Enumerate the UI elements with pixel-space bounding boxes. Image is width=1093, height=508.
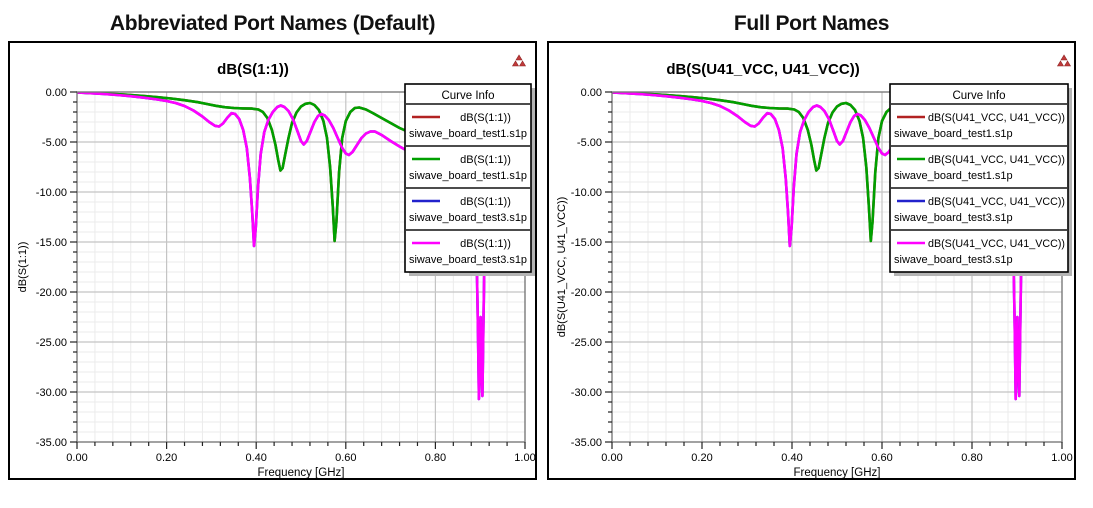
red-delta-marker-icon — [511, 54, 527, 67]
panel-heading-full: Full Port Names — [733, 12, 890, 35]
legend-entry-file: siwave_board_test1.s1p — [894, 170, 1013, 182]
legend-entry-label: dB(S(U41_VCC, U41_VCC)) — [928, 112, 1065, 124]
y-tick-label: -35.00 — [571, 437, 602, 449]
chart-full: 0.00 0.20 0.40 0.60 0.80 1.00 0.00 -5.00 -10.00 -… — [556, 54, 1073, 479]
y-tick-label: -30.00 — [36, 387, 67, 399]
legend-entry-label: dB(S(1:1)) — [460, 112, 511, 124]
legend: Curve Info dB(S(1:1)) siwave_board_test1.s… — [404, 83, 535, 276]
y-tick-label: 0.00 — [46, 87, 67, 99]
legend-entry-label: dB(S(U41_VCC, U41_VCC)) — [928, 154, 1065, 166]
y-axis-title: dB(S(1:1)) — [17, 242, 29, 293]
x-tick-label: 0.00 — [66, 452, 87, 464]
curve-series-1 — [77, 92, 525, 243]
x-tick-label: 1.00 — [1051, 452, 1072, 464]
icon-triangle — [1056, 60, 1065, 67]
icon-triangle — [1063, 60, 1072, 67]
legend-header: Curve Info — [952, 90, 1005, 102]
legend-entry-label: dB(S(U41_VCC, U41_VCC)) — [928, 238, 1065, 250]
axis-ticks — [70, 91, 526, 449]
x-tick-label: 0.40 — [781, 452, 802, 464]
x-tick-label: 0.80 — [961, 452, 982, 464]
chart-abbreviated: 0.00 0.20 0.40 0.60 0.80 1.00 0.00 -5.00 -10.00 -… — [17, 54, 536, 479]
y-tick-label: -25.00 — [571, 337, 602, 349]
legend-entry-label: dB(S(U41_VCC, U41_VCC)) — [928, 196, 1065, 208]
legend-entry-label: dB(S(1:1)) — [460, 154, 511, 166]
chart-title: dB(S(1:1)) — [217, 61, 289, 78]
legend-entry-file: siwave_board_test1.s1p — [409, 128, 527, 140]
x-tick-label: 0.20 — [156, 452, 177, 464]
x-tick-label: 1.00 — [514, 452, 535, 464]
y-tick-label: -20.00 — [36, 287, 67, 299]
y-tick-label: -10.00 — [571, 187, 602, 199]
legend: Curve Info dB(S(U41_VCC, U41_VCC)) siwave_… — [889, 83, 1072, 276]
y-tick-label: -5.00 — [577, 137, 602, 149]
y-tick-label: 0.00 — [581, 87, 602, 99]
plot-frame-full: 0.00 0.20 0.40 0.60 0.80 1.00 0.00 -5.00 -10.00 -… — [547, 41, 1076, 480]
legend-entry-file: siwave_board_test1.s1p — [894, 128, 1013, 140]
chart-title: dB(S(U41_VCC, U41_VCC)) — [666, 61, 859, 78]
panel-abbreviated: Abbreviated Port Names (Default) 0.00 0.2… — [8, 6, 537, 508]
legend-entry-file: siwave_board_test1.s1p — [409, 170, 527, 182]
y-tick-label: -5.00 — [42, 137, 67, 149]
y-tick-label: -15.00 — [571, 237, 602, 249]
legend-box — [404, 83, 532, 273]
y-tick-label: -35.00 — [36, 437, 67, 449]
axis-ticks — [605, 91, 1063, 449]
legend-entry-file: siwave_board_test3.s1p — [409, 254, 527, 266]
x-tick-label: 0.40 — [245, 452, 266, 464]
x-tick-label: 0.60 — [871, 452, 892, 464]
x-axis-title: Frequency [GHz] — [794, 467, 881, 478]
icon-triangle — [515, 54, 523, 61]
y-tick-label: -25.00 — [36, 337, 67, 349]
x-tick-label: 0.60 — [335, 452, 356, 464]
x-tick-label: 0.80 — [425, 452, 446, 464]
legend-entry-file: siwave_board_test3.s1p — [894, 254, 1013, 266]
icon-triangle — [1060, 54, 1068, 61]
y-axis-title: dB(S(U41_VCC, U41_VCC)) — [556, 197, 568, 338]
plot-frame-abbreviated: 0.00 0.20 0.40 0.60 0.80 1.00 0.00 -5.00 -10.00 -… — [8, 41, 537, 480]
legend-entry-label: dB(S(1:1)) — [460, 196, 511, 208]
x-tick-label: 0.00 — [601, 452, 622, 464]
legend-entry-file: siwave_board_test3.s1p — [409, 212, 527, 224]
panel-full: Full Port Names 0.00 0.20 0.40 0.60 0.80 1.00… — [547, 6, 1076, 508]
legend-header: Curve Info — [441, 90, 494, 102]
legend-entry-label: dB(S(1:1)) — [460, 238, 511, 250]
y-tick-label: -20.00 — [571, 287, 602, 299]
legend-entry-file: siwave_board_test3.s1p — [894, 212, 1013, 224]
icon-triangle — [518, 60, 527, 67]
x-tick-label: 0.20 — [691, 452, 712, 464]
y-tick-label: -30.00 — [571, 387, 602, 399]
x-axis-title: Frequency [GHz] — [258, 467, 345, 478]
red-delta-marker-icon — [1056, 54, 1072, 67]
icon-triangle — [511, 60, 520, 67]
panel-heading-abbreviated: Abbreviated Port Names (Default) — [109, 12, 436, 35]
legend-box — [889, 83, 1069, 273]
y-tick-label: -15.00 — [36, 237, 67, 249]
y-tick-label: -10.00 — [36, 187, 67, 199]
